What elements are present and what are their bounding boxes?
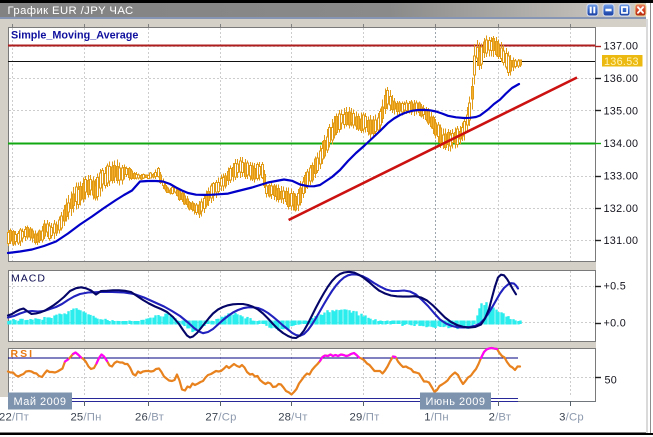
svg-text:29/Пт: 29/Пт [349,412,379,424]
svg-text:28/Чт: 28/Чт [278,412,307,424]
svg-text:Май 2009: Май 2009 [13,396,66,408]
svg-text:2/Вт: 2/Вт [489,412,512,424]
svg-text:Simple_Moving_Average: Simple_Moving_Average [11,30,138,42]
svg-text:3/Ср: 3/Ср [559,412,584,424]
svg-text:+0.5: +0.5 [604,280,627,292]
svg-text:RSI: RSI [11,348,35,360]
svg-text:1/Пн: 1/Пн [424,412,449,424]
svg-text:27/Ср: 27/Ср [205,412,236,424]
svg-text:136.00: 136.00 [604,73,639,85]
svg-text:133.00: 133.00 [604,170,639,182]
svg-text:132.00: 132.00 [604,203,639,215]
svg-text:+0.0: +0.0 [604,318,627,330]
svg-text:График EUR /JPY ЧАС: График EUR /JPY ЧАС [8,5,134,17]
svg-text:25/Пн: 25/Пн [70,412,101,424]
svg-text:131.00: 131.00 [604,235,639,247]
svg-text:MACD: MACD [11,273,46,285]
svg-text:22/Пт: 22/Пт [0,412,29,424]
svg-text:135.00: 135.00 [604,105,639,117]
svg-text:137.00: 137.00 [604,41,639,53]
svg-text:26/Вт: 26/Вт [135,412,164,424]
svg-text:136.53: 136.53 [604,56,639,68]
svg-text:134.00: 134.00 [604,138,639,150]
svg-text:50: 50 [605,375,618,387]
svg-text:Июнь 2009: Июнь 2009 [426,396,486,408]
